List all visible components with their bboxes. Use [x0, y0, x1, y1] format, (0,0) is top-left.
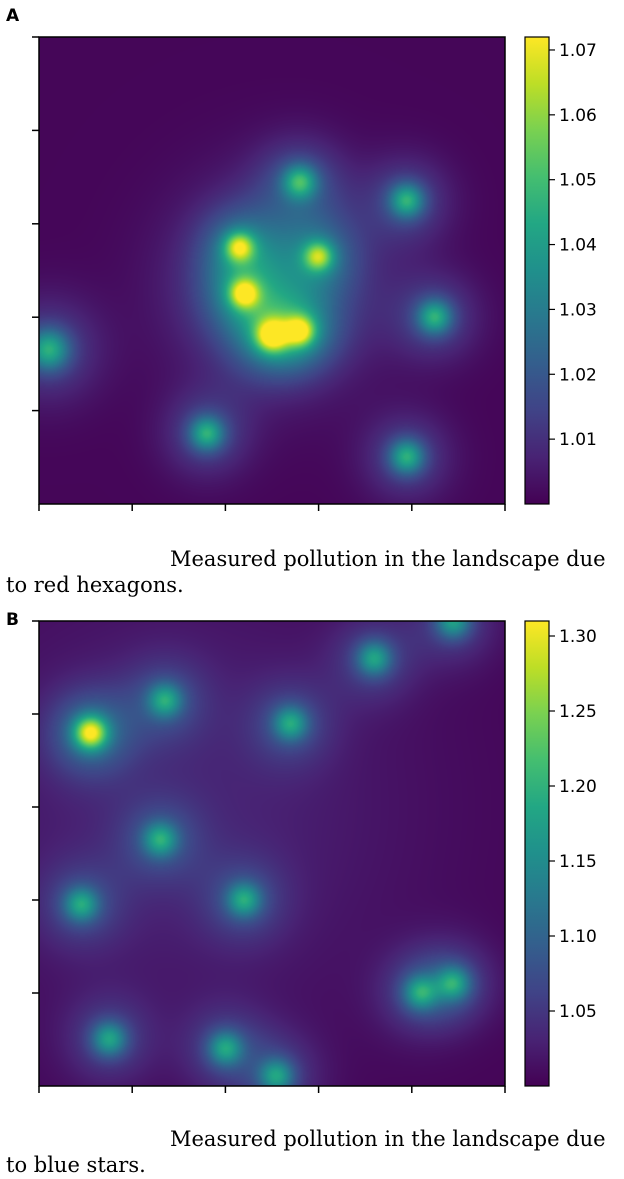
caption-a-line1: Measured pollution in the landscape due [170, 547, 606, 571]
colorbar-tick-label: 1.15 [559, 852, 597, 872]
colorbar-tick-label: 1.20 [559, 777, 597, 797]
plot-frame [38, 36, 506, 505]
heatmap-b [39, 621, 505, 1086]
axes-a: 1.01 1.02 1.03 1.04 1.05 1.06 1.07 [32, 36, 597, 511]
colorbar-tick-label: 1.05 [559, 171, 597, 191]
colorbar-tick-label: 1.03 [559, 300, 597, 320]
colorbar-tick-label: 1.07 [559, 41, 597, 61]
colorbar-tick-label: 1.02 [559, 365, 597, 385]
colorbar-tick-label: 1.05 [559, 1002, 597, 1022]
panel-label-b: B [6, 610, 19, 630]
colorbar-tick-label: 1.10 [559, 927, 597, 947]
colorbar-tick-label: 1.06 [559, 106, 597, 126]
colorbar-tick-label: 1.04 [559, 236, 597, 256]
colorbar [524, 620, 550, 1087]
panel-label-a: A [6, 6, 20, 26]
colorbar-tick-label: 1.01 [559, 430, 597, 450]
colorbar-tick-label: 1.25 [559, 702, 597, 722]
caption-b-line2: to blue stars. [6, 1153, 146, 1177]
colorbar-tick-label: 1.30 [559, 627, 597, 647]
axes-b: 1.05 1.10 1.15 1.20 1.25 1.30 [32, 620, 597, 1093]
caption-a-line2: to red hexagons. [6, 573, 184, 597]
heatmap-a [39, 37, 505, 504]
caption-b-line1: Measured pollution in the landscape due [170, 1127, 606, 1151]
colorbar [524, 36, 550, 505]
plot-frame [38, 620, 506, 1087]
